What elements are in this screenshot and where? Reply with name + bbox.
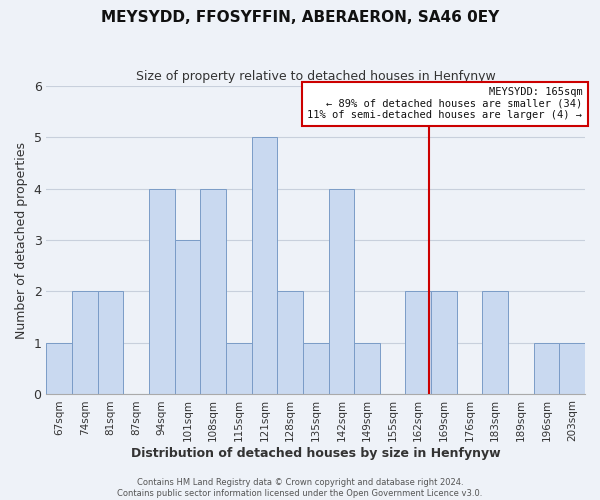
Bar [200, 188, 226, 394]
Text: MEYSYDD: 165sqm
← 89% of detached houses are smaller (34)
11% of semi-detached h: MEYSYDD: 165sqm ← 89% of detached houses… [307, 87, 583, 120]
Bar [534, 343, 559, 394]
Bar [482, 292, 508, 395]
Bar [46, 343, 72, 394]
Bar [431, 292, 457, 395]
Y-axis label: Number of detached properties: Number of detached properties [15, 142, 28, 338]
X-axis label: Distribution of detached houses by size in Henfynyw: Distribution of detached houses by size … [131, 447, 500, 460]
Bar [251, 137, 277, 394]
Text: MEYSYDD, FFOSYFFIN, ABERAERON, SA46 0EY: MEYSYDD, FFOSYFFIN, ABERAERON, SA46 0EY [101, 10, 499, 25]
Bar [277, 292, 303, 395]
Bar [559, 343, 585, 394]
Bar [406, 292, 431, 395]
Bar [98, 292, 124, 395]
Bar [303, 343, 329, 394]
Text: Contains HM Land Registry data © Crown copyright and database right 2024.
Contai: Contains HM Land Registry data © Crown c… [118, 478, 482, 498]
Bar [72, 292, 98, 395]
Bar [149, 188, 175, 394]
Bar [175, 240, 200, 394]
Bar [226, 343, 251, 394]
Bar [329, 188, 354, 394]
Bar [354, 343, 380, 394]
Title: Size of property relative to detached houses in Henfynyw: Size of property relative to detached ho… [136, 70, 496, 83]
